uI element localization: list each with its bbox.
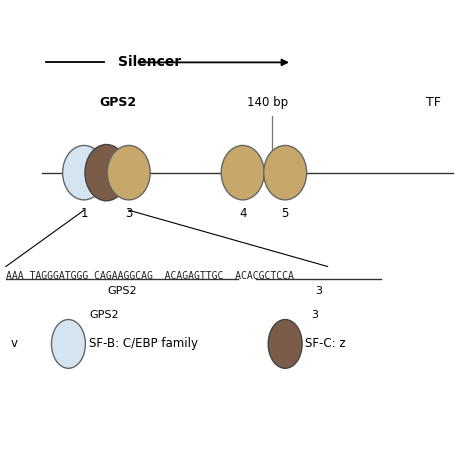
Ellipse shape bbox=[51, 320, 85, 368]
Text: GPS2: GPS2 bbox=[89, 311, 119, 320]
Text: 4: 4 bbox=[239, 207, 246, 220]
Ellipse shape bbox=[107, 145, 150, 200]
Text: 1: 1 bbox=[80, 207, 88, 220]
Text: SF-C: z: SF-C: z bbox=[305, 337, 346, 350]
Ellipse shape bbox=[221, 145, 264, 200]
Ellipse shape bbox=[63, 145, 106, 200]
Text: SF-B: C/EBP family: SF-B: C/EBP family bbox=[89, 337, 197, 350]
Text: 3: 3 bbox=[311, 311, 318, 320]
Ellipse shape bbox=[85, 144, 128, 201]
Text: TF: TF bbox=[426, 96, 441, 110]
Text: 3: 3 bbox=[315, 286, 322, 296]
Text: 140 bp: 140 bp bbox=[247, 96, 288, 110]
Text: AAA TAGGGATGGG CAGAAGGCAG  ACAGAGTTGC  ACACGCTCCA: AAA TAGGGATGGG CAGAAGGCAG ACAGAGTTGC ACA… bbox=[6, 271, 294, 281]
Text: GPS2: GPS2 bbox=[99, 96, 136, 110]
Text: 3: 3 bbox=[125, 207, 133, 220]
Text: v: v bbox=[10, 337, 17, 350]
Text: 5: 5 bbox=[281, 207, 289, 220]
Ellipse shape bbox=[264, 145, 307, 200]
Ellipse shape bbox=[268, 320, 302, 368]
Text: Silencer: Silencer bbox=[118, 55, 181, 69]
Text: GPS2: GPS2 bbox=[107, 286, 137, 296]
